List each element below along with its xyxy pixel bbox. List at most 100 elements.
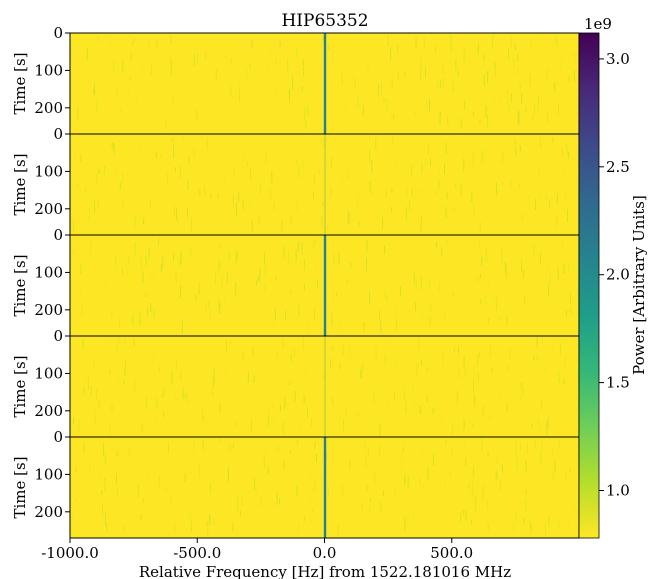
- noise-streak: [248, 198, 250, 207]
- noise-streak: [341, 72, 343, 86]
- noise-streak: [545, 195, 547, 201]
- noise-streak: [487, 70, 489, 84]
- noise-streak: [485, 295, 487, 304]
- noise-streak: [291, 253, 292, 265]
- noise-streak: [452, 81, 454, 93]
- noise-streak: [522, 382, 524, 395]
- noise-streak: [383, 97, 385, 103]
- noise-streak: [534, 104, 536, 115]
- noise-streak: [93, 359, 95, 371]
- noise-streak: [448, 298, 450, 305]
- noise-streak: [403, 458, 405, 464]
- noise-streak: [281, 219, 283, 232]
- noise-streak: [411, 164, 413, 177]
- noise-streak: [481, 256, 483, 267]
- noise-streak: [141, 61, 143, 71]
- noise-streak: [322, 35, 324, 41]
- noise-streak: [395, 159, 397, 173]
- noise-streak: [539, 169, 540, 175]
- noise-streak: [267, 63, 269, 72]
- noise-streak: [219, 261, 221, 269]
- noise-streak: [474, 395, 476, 407]
- noise-streak: [304, 107, 306, 121]
- noise-streak: [525, 498, 526, 513]
- noise-streak: [488, 277, 490, 290]
- noise-streak: [514, 138, 516, 146]
- noise-streak: [175, 167, 176, 173]
- noise-streak: [494, 62, 496, 77]
- noise-streak: [347, 170, 349, 180]
- noise-streak: [253, 376, 255, 383]
- noise-streak: [153, 351, 155, 364]
- noise-streak: [321, 501, 323, 508]
- noise-streak: [87, 376, 89, 390]
- y-tick-label: 100: [34, 162, 63, 180]
- noise-streak: [116, 473, 117, 484]
- noise-streak: [519, 183, 521, 190]
- noise-streak: [477, 277, 479, 283]
- noise-streak: [479, 241, 481, 248]
- noise-streak: [475, 498, 477, 512]
- noise-streak: [294, 390, 296, 402]
- noise-streak: [128, 87, 130, 100]
- panel-1: 0 100 200 Time [s]: [11, 24, 580, 135]
- noise-streak: [250, 313, 252, 322]
- noise-streak: [232, 443, 234, 449]
- noise-streak: [490, 344, 491, 357]
- noise-streak: [565, 193, 567, 202]
- noise-streak: [165, 119, 167, 129]
- noise-streak: [139, 313, 141, 327]
- noise-streak: [455, 60, 457, 71]
- noise-streak: [170, 35, 172, 45]
- noise-streak: [463, 514, 465, 519]
- noise-streak: [137, 484, 139, 498]
- colorbar: 1e9 1.0 1.5 2.0 2.5 3.0 Power [Arbitrary Uni…: [578, 15, 648, 539]
- noise-streak: [427, 142, 429, 156]
- noise-streak: [297, 241, 299, 252]
- noise-streak: [404, 517, 406, 531]
- noise-streak: [531, 424, 533, 429]
- noise-streak: [560, 58, 562, 73]
- noise-streak: [525, 489, 527, 495]
- noise-streak: [572, 404, 574, 415]
- noise-streak: [565, 310, 567, 316]
- noise-streak: [563, 377, 565, 385]
- noise-streak: [463, 437, 465, 451]
- noise-streak: [257, 162, 259, 170]
- noise-streak: [493, 296, 495, 310]
- noise-streak: [108, 33, 110, 44]
- y-tick-label: 100: [34, 61, 63, 79]
- noise-streak: [354, 297, 356, 303]
- noise-streak: [289, 380, 291, 385]
- noise-streak: [571, 310, 573, 315]
- noise-streak: [558, 521, 560, 529]
- noise-streak: [345, 407, 347, 416]
- noise-streak: [473, 204, 475, 216]
- noise-streak: [426, 396, 428, 402]
- noise-streak: [419, 477, 421, 488]
- noise-streak: [391, 206, 393, 212]
- noise-streak: [235, 282, 237, 296]
- noise-streak: [132, 40, 133, 46]
- noise-streak: [184, 391, 186, 399]
- noise-streak: [284, 375, 286, 386]
- noise-streak: [343, 419, 345, 432]
- noise-streak: [170, 60, 172, 75]
- noise-streak: [515, 146, 517, 156]
- noise-streak: [403, 440, 405, 446]
- noise-streak: [435, 189, 437, 196]
- noise-streak: [236, 202, 237, 217]
- noise-streak: [497, 189, 499, 195]
- x-axis-label: Relative Frequency [Hz] from 1522.181016…: [139, 563, 511, 579]
- noise-streak: [506, 403, 508, 411]
- noise-streak: [469, 266, 471, 277]
- noise-streak: [567, 209, 568, 222]
- noise-streak: [304, 258, 305, 271]
- noise-streak: [251, 419, 252, 432]
- x-axis: -1000.0 -500.0 0.0 500.0: [41, 538, 473, 562]
- noise-streak: [452, 422, 454, 436]
- noise-streak: [430, 304, 432, 310]
- noise-streak: [449, 470, 451, 476]
- noise-streak: [422, 444, 424, 454]
- noise-streak: [332, 67, 334, 77]
